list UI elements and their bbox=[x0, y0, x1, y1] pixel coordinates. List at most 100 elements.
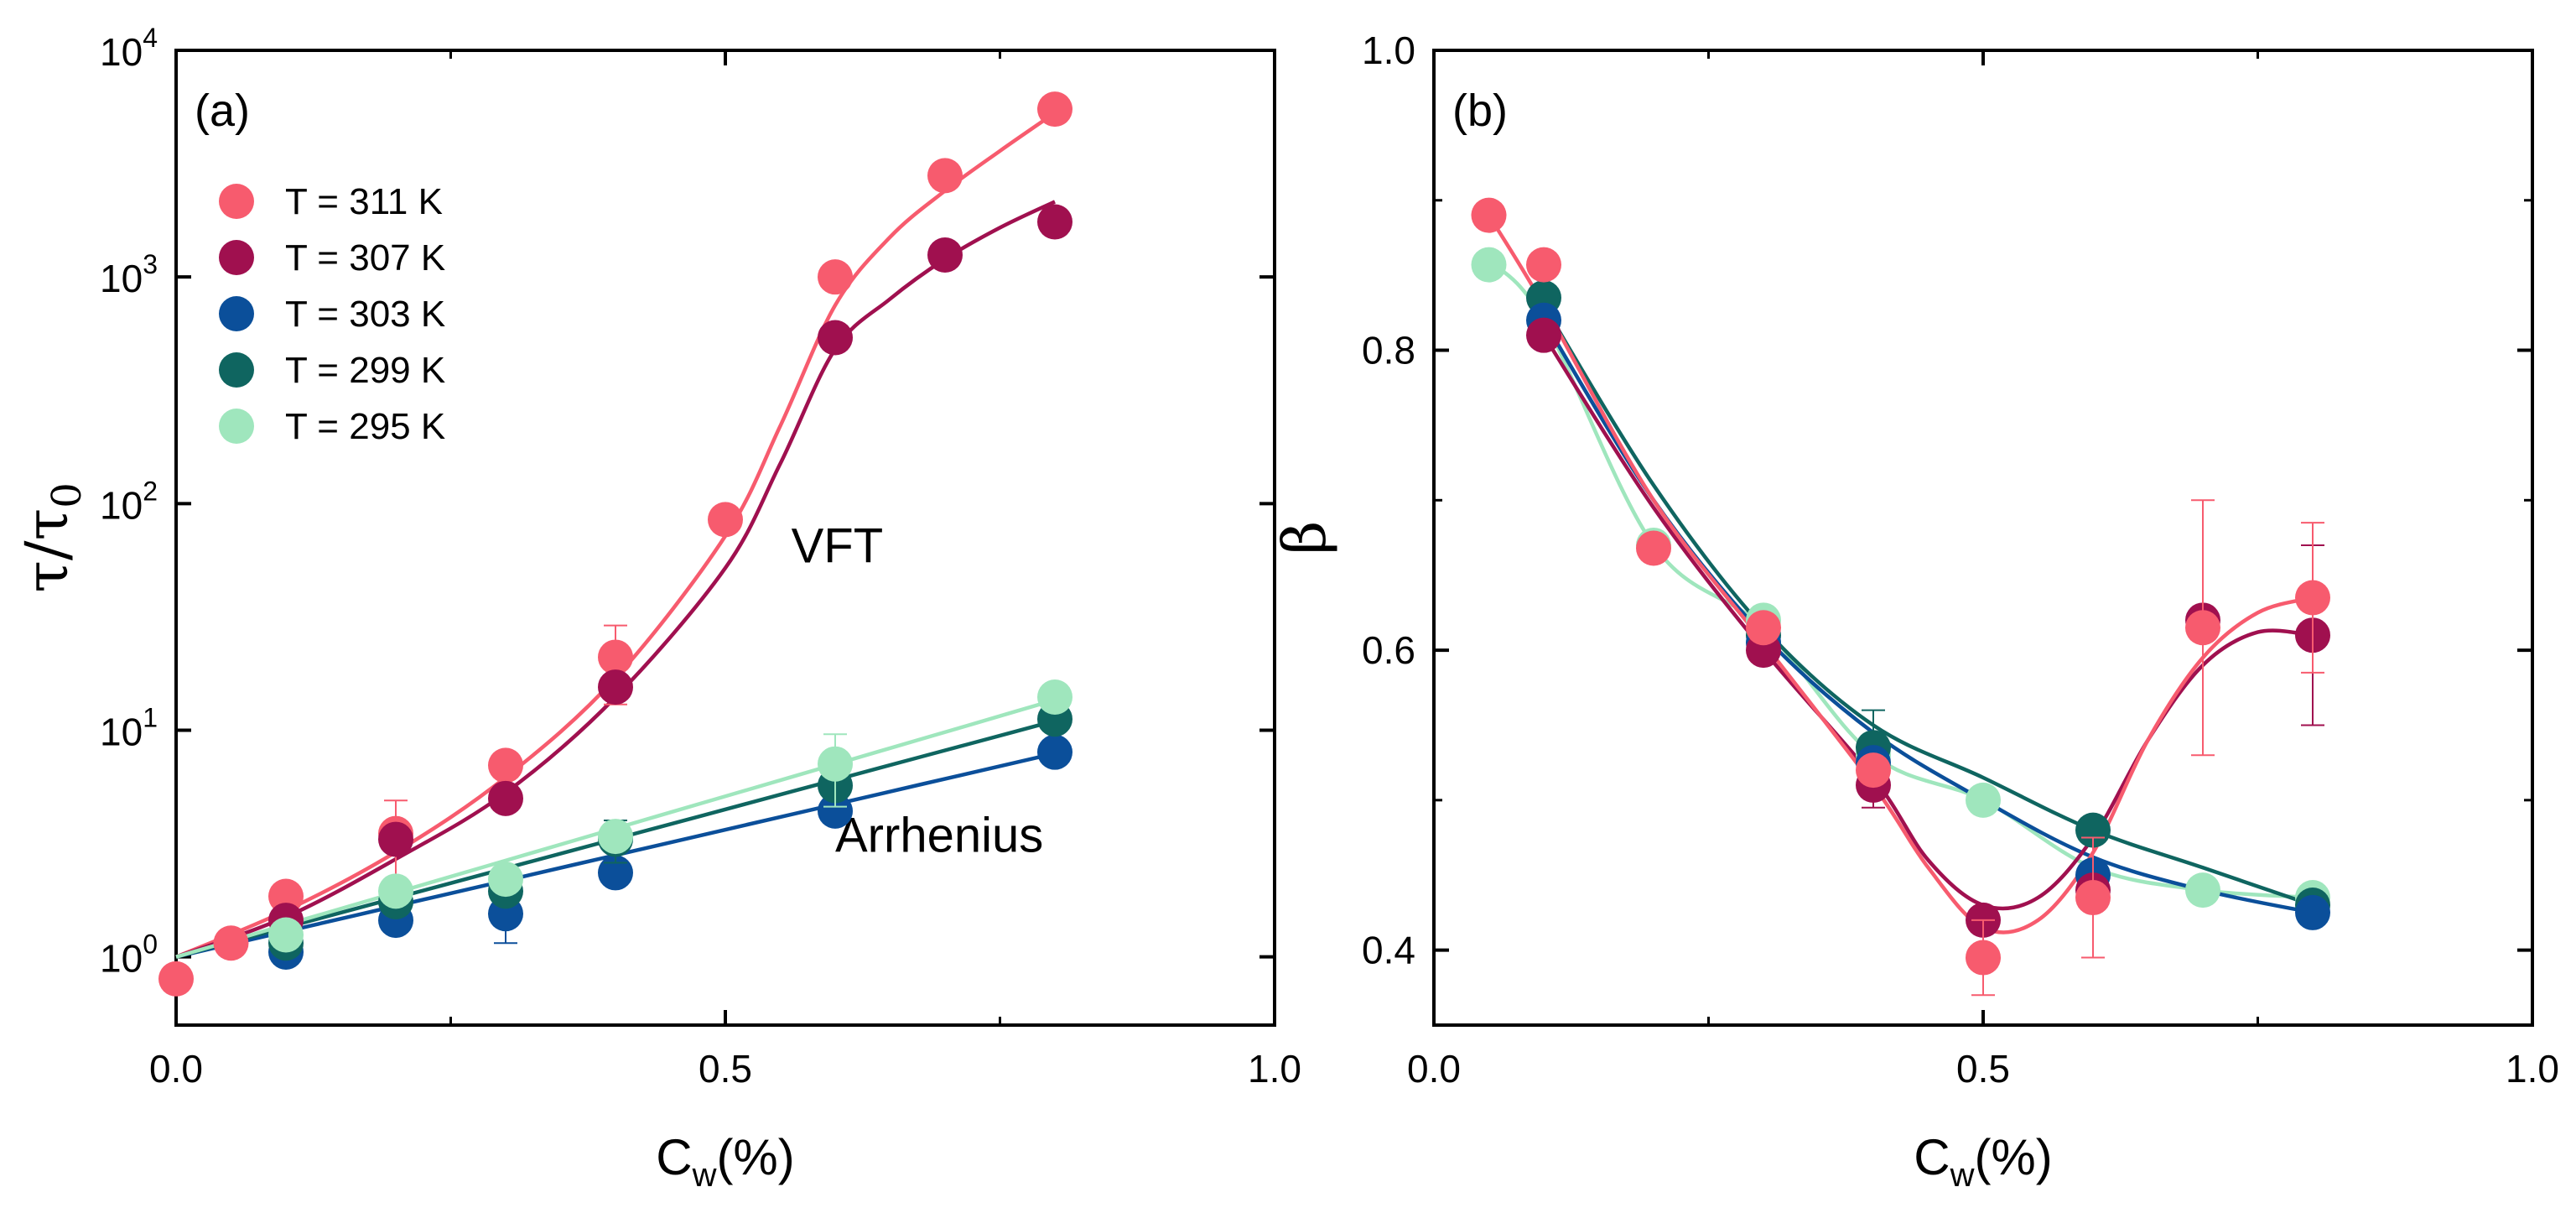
data-point-T303 bbox=[2295, 894, 2330, 930]
data-point-T307 bbox=[1526, 317, 1561, 353]
legend-label: T = 303 K bbox=[285, 294, 445, 335]
y-tick-exponent: 2 bbox=[143, 476, 158, 506]
data-point-T311 bbox=[1037, 91, 1072, 128]
data-point-T311 bbox=[2295, 580, 2330, 616]
panel-b-beta-vs-concentration: 0.0 0.5 1.0 0.4 0.6 0.8 1.0 (b) Cw(%) β bbox=[1270, 29, 2559, 1194]
data-point-T295 bbox=[818, 746, 853, 782]
y-tick-label: 0.8 bbox=[1362, 329, 1415, 372]
data-point-T307 bbox=[1037, 204, 1072, 240]
panel-label: (b) bbox=[1452, 86, 1508, 136]
data-point-T307 bbox=[598, 669, 633, 705]
data-point-T307 bbox=[927, 237, 963, 273]
data-point-T299 bbox=[2075, 812, 2111, 848]
x-axis-label-subscript: w bbox=[1950, 1157, 1975, 1194]
data-point-T295 bbox=[488, 862, 523, 898]
y-tick-base: 10 bbox=[100, 30, 143, 74]
x-tick-label: 0.5 bbox=[699, 1047, 752, 1091]
legend-label: T = 295 K bbox=[285, 406, 445, 447]
legend: T = 311 K T = 307 K T = 303 K T = 299 K T = … bbox=[219, 181, 445, 447]
x-tick-label: 0.0 bbox=[1407, 1047, 1461, 1091]
legend-marker-T307 bbox=[219, 240, 254, 275]
y-tick-label: 103 bbox=[100, 249, 158, 300]
y-tick-base: 10 bbox=[100, 711, 143, 754]
y-tick-exponent: 4 bbox=[143, 23, 158, 53]
legend-marker-T299 bbox=[219, 352, 254, 388]
data-point-T311 bbox=[818, 259, 853, 295]
data-point-T307 bbox=[818, 320, 853, 356]
data-point-T295 bbox=[598, 819, 633, 855]
y-tick-label: 104 bbox=[100, 23, 158, 74]
data-point-T295 bbox=[2185, 872, 2220, 908]
data-point-T311 bbox=[1526, 247, 1561, 283]
data-point-T311 bbox=[598, 639, 633, 675]
fit-line-T311 bbox=[1487, 214, 2314, 934]
y-axis-label: β bbox=[1270, 521, 1339, 554]
data-point-T307 bbox=[378, 821, 413, 857]
data-point-T295 bbox=[268, 917, 304, 953]
panel-label: (a) bbox=[195, 86, 250, 136]
data-point-T311 bbox=[708, 502, 743, 538]
legend-marker-T295 bbox=[219, 409, 254, 444]
data-point-T303 bbox=[1037, 734, 1072, 770]
data-point-T311 bbox=[213, 925, 249, 961]
x-tick-label: 1.0 bbox=[2506, 1047, 2559, 1091]
fit-line-T307 bbox=[175, 200, 1056, 959]
data-point-T295 bbox=[378, 873, 413, 909]
y-tick-exponent: 3 bbox=[143, 249, 158, 279]
x-tick-label: 0.5 bbox=[1956, 1047, 2010, 1091]
fit-line-T299 bbox=[1542, 304, 2314, 908]
x-axis-label-unit: (%) bbox=[1974, 1129, 2052, 1185]
data-point-T307 bbox=[488, 780, 523, 816]
plot-frame bbox=[1432, 49, 2534, 1027]
data-point-T311 bbox=[2075, 880, 2111, 916]
y-axis-label-main: τ/τ bbox=[13, 508, 81, 593]
data-point-T311 bbox=[158, 961, 194, 997]
y-tick-label: 0.6 bbox=[1362, 628, 1415, 672]
data-point-T311 bbox=[1746, 610, 1781, 646]
x-axis-label-unit: (%) bbox=[716, 1129, 794, 1185]
y-axis-label: τ/τ0 bbox=[13, 482, 91, 593]
x-axis-label-main: C bbox=[656, 1129, 692, 1185]
data-point-T311 bbox=[927, 158, 963, 194]
data-point-T303 bbox=[818, 793, 853, 829]
y-axis-label-subscript: 0 bbox=[44, 482, 91, 508]
y-tick-label: 102 bbox=[100, 476, 158, 527]
x-axis-label-main: C bbox=[1914, 1129, 1950, 1185]
data-point-T311 bbox=[1636, 530, 1671, 566]
data-point-T295 bbox=[1966, 782, 2001, 818]
x-tick-label: 1.0 bbox=[1248, 1047, 1301, 1091]
data-point-T295 bbox=[1037, 679, 1072, 716]
x-axis-label: Cw(%) bbox=[656, 1129, 795, 1194]
data-point-T311 bbox=[1471, 197, 1507, 233]
data-point-T303 bbox=[598, 855, 633, 891]
data-point-T295 bbox=[1471, 247, 1507, 283]
legend-label: T = 307 K bbox=[285, 237, 445, 279]
y-tick-label: 101 bbox=[100, 703, 158, 754]
annotation-label: VFT bbox=[792, 518, 884, 573]
y-tick-label: 0.4 bbox=[1362, 929, 1415, 972]
annotation-label: Arrhenius bbox=[835, 809, 1043, 863]
x-tick-label: 0.0 bbox=[149, 1047, 203, 1091]
y-tick-base: 10 bbox=[100, 257, 143, 300]
x-axis-label-subscript: w bbox=[692, 1157, 717, 1194]
panel-a-tau-vs-concentration: 0.0 0.5 1.0100101102103104(a)Cw(%)τ/τ0VFTA… bbox=[13, 23, 1301, 1194]
y-tick-base: 10 bbox=[100, 483, 143, 527]
legend-label: T = 299 K bbox=[285, 350, 445, 391]
y-axis-label-main: β bbox=[1270, 521, 1339, 554]
fit-line-T295 bbox=[1487, 258, 2314, 900]
y-tick-label: 100 bbox=[100, 929, 158, 981]
y-tick-exponent: 1 bbox=[143, 703, 158, 733]
y-tick-exponent: 0 bbox=[143, 929, 158, 960]
y-tick-base: 10 bbox=[100, 937, 143, 981]
fit-line-T307 bbox=[1542, 334, 2314, 911]
y-tick-label: 1.0 bbox=[1362, 29, 1415, 72]
legend-marker-T311 bbox=[219, 184, 254, 219]
data-point-T311 bbox=[2185, 610, 2220, 646]
legend-label: T = 311 K bbox=[285, 181, 443, 222]
data-point-T311 bbox=[1966, 940, 2001, 976]
legend-marker-T303 bbox=[219, 296, 254, 331]
x-axis-label: Cw(%) bbox=[1914, 1129, 2053, 1194]
data-point-T311 bbox=[1856, 752, 1891, 789]
data-point-T311 bbox=[488, 747, 523, 784]
